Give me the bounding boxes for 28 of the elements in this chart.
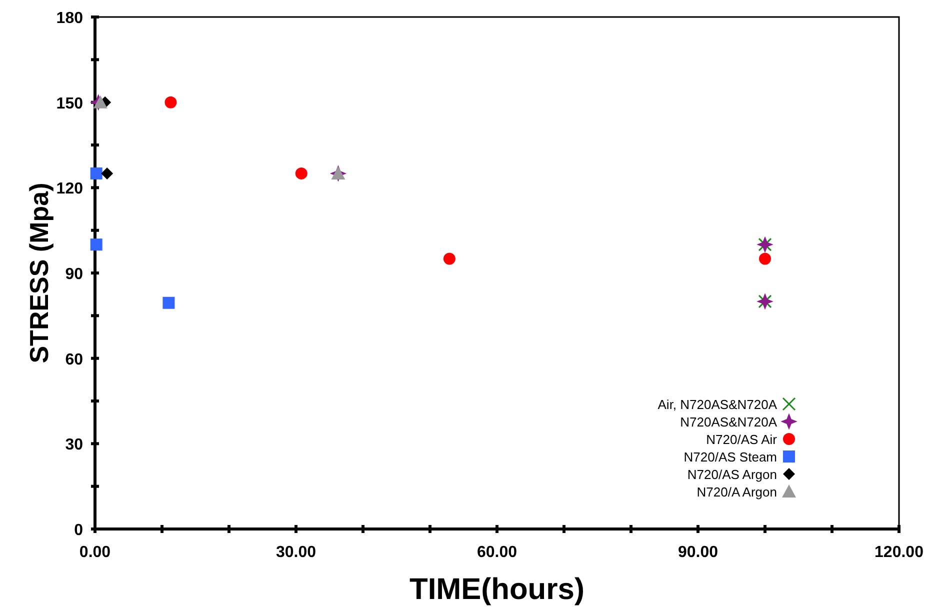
- point: [101, 167, 114, 180]
- x-tick-label: 90.00: [678, 544, 718, 561]
- point: [759, 252, 771, 265]
- y-tick-label: 30: [65, 436, 84, 454]
- y-tick-label: 180: [56, 10, 84, 27]
- y-tick-label: 0: [74, 522, 84, 539]
- x-tick-label: 0.00: [79, 544, 111, 561]
- y-tick-label: 150: [56, 95, 84, 112]
- x-axis-title: TIME(hours): [410, 573, 584, 606]
- point: [164, 96, 177, 108]
- legend-label: N720/AS Steam: [684, 450, 777, 464]
- point: [295, 167, 308, 180]
- legend-label: Air, N720AS&N720A: [658, 397, 778, 412]
- x-tick-label: 30.00: [276, 544, 316, 561]
- y-axis-title: STRESS (Mpa): [24, 182, 54, 364]
- x-tick-label: 120.00: [874, 544, 924, 561]
- legend-label: N720/AS Argon: [687, 467, 777, 482]
- point: [443, 252, 456, 265]
- point: [90, 238, 102, 251]
- y-tick-label: 60: [65, 351, 84, 368]
- legend-label: N720AS&N720A: [680, 414, 778, 430]
- point: [90, 167, 102, 180]
- legend-label: N720/AS Air: [706, 432, 778, 447]
- point: [162, 296, 175, 309]
- x-tick-label: 60.00: [476, 544, 518, 561]
- y-tick-label: 90: [65, 266, 84, 283]
- legend-label: N720/A Argon: [696, 484, 777, 500]
- y-tick-label: 120: [56, 180, 84, 198]
